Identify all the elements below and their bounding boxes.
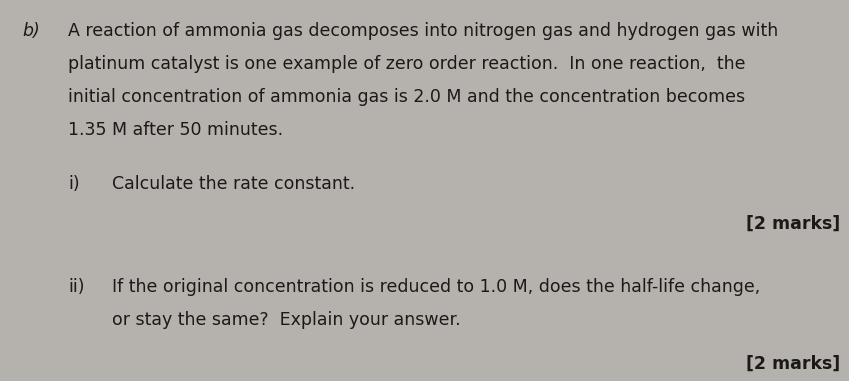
Text: If the original concentration is reduced to 1.0 M, does the half-life change,: If the original concentration is reduced…: [112, 278, 760, 296]
Text: i): i): [68, 175, 80, 193]
Text: A reaction of ammonia gas decomposes into nitrogen gas and hydrogen gas with: A reaction of ammonia gas decomposes int…: [68, 22, 779, 40]
Text: ii): ii): [68, 278, 85, 296]
Text: platinum catalyst is one example of zero order reaction.  In one reaction,  the: platinum catalyst is one example of zero…: [68, 55, 745, 73]
Text: b): b): [22, 22, 40, 40]
Text: 1.35 M after 50 minutes.: 1.35 M after 50 minutes.: [68, 121, 283, 139]
Text: Calculate the rate constant.: Calculate the rate constant.: [112, 175, 355, 193]
Text: initial concentration of ammonia gas is 2.0 M and the concentration becomes: initial concentration of ammonia gas is …: [68, 88, 745, 106]
Text: or stay the same?  Explain your answer.: or stay the same? Explain your answer.: [112, 311, 461, 329]
Text: [2 marks]: [2 marks]: [745, 355, 840, 373]
Text: [2 marks]: [2 marks]: [745, 215, 840, 233]
